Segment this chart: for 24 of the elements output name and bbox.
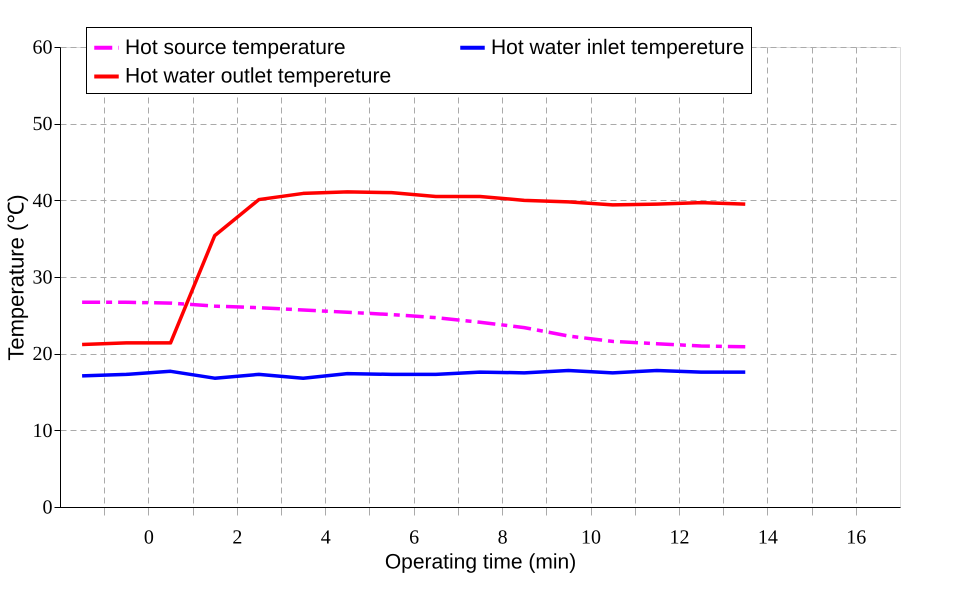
- y-tick-label: 10: [32, 420, 52, 442]
- x-tick-label: 16: [846, 526, 866, 548]
- y-tick-label: 0: [42, 496, 52, 518]
- y-axis-title: Temperature (℃): [4, 194, 28, 361]
- line-series: [80, 300, 748, 349]
- x-tick-label: 6: [409, 526, 420, 548]
- legend-label: Hot water inlet tempereture: [491, 36, 744, 59]
- y-tick-label: 60: [32, 36, 52, 58]
- legend-label: Hot source temperature: [125, 36, 346, 59]
- x-tick-label: 8: [498, 526, 508, 548]
- line-series: [80, 190, 748, 346]
- y-tick-label: 50: [32, 113, 52, 136]
- x-tick-label: 12: [669, 526, 690, 548]
- y-tick-label: 40: [32, 190, 52, 212]
- y-tick-label: 30: [32, 266, 52, 288]
- x-tick-label: 4: [320, 526, 331, 548]
- x-axis-title: Operating time (min): [384, 550, 576, 574]
- y-tick-label: 20: [32, 343, 52, 366]
- x-tick-label: 0: [144, 526, 154, 548]
- x-tick-label: 10: [581, 526, 602, 548]
- legend-label: Hot water outlet tempereture: [125, 64, 392, 88]
- x-tick-label: 14: [758, 526, 778, 548]
- x-tick-label: 2: [232, 526, 242, 548]
- line-series: [80, 368, 748, 380]
